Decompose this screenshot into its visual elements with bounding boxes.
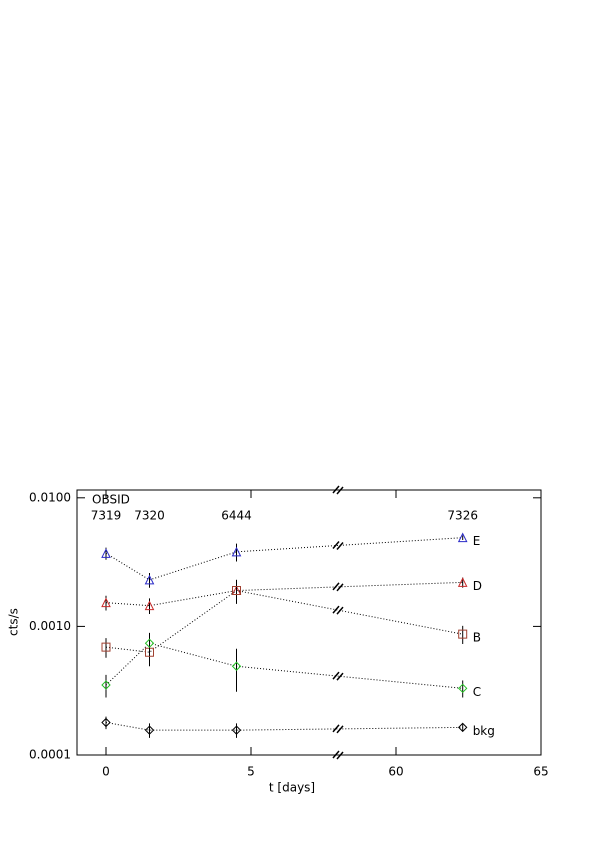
obsid-label: 7319 [91,509,122,523]
data-point [232,586,241,596]
x-tick-label: 65 [533,765,548,779]
x-axis-label: t [days] [269,781,315,795]
data-point [231,546,242,557]
data-point [101,642,111,652]
data-point [457,577,468,587]
line-break [332,605,344,615]
obsid-label: 6444 [221,509,252,523]
series-line [105,590,463,653]
y-tick-label: 0.0001 [29,748,71,762]
x-tick-label: 0 [102,765,110,779]
axis-break [332,485,344,495]
data-point [457,683,468,694]
line-break [332,724,344,734]
obsid-title: OBSID [92,493,130,507]
data-point [144,638,155,648]
series-label: B [473,631,481,645]
x-tick-label: 60 [388,765,403,779]
series-label: bkg [473,724,495,738]
data-point [101,717,111,728]
obsid-label: 7320 [134,509,165,523]
series-line [105,642,463,689]
series-label: C [473,685,481,699]
data-point [457,722,468,733]
data-point [144,574,155,585]
data-point [101,680,111,690]
series-line [105,537,463,581]
data-point [231,725,242,735]
data-point [144,725,155,735]
data-point [457,532,468,543]
line-break [332,671,344,681]
plot-frame [76,489,542,756]
y-axis-label: cts/s [7,608,21,636]
y-tick-label: 0.0010 [29,619,71,633]
line-break [332,540,344,550]
y-tick-label: 0.0100 [29,490,71,504]
axis-break [332,750,344,760]
line-break [332,582,344,592]
data-point [101,597,111,608]
series-label: D [473,579,482,593]
x-tick-label: 5 [247,765,255,779]
series-line [105,581,463,607]
obsid-label: 7326 [447,509,478,523]
data-point [144,600,155,611]
data-point [101,548,111,558]
data-point [145,647,154,657]
series-line [105,721,463,731]
series-label: E [473,534,481,548]
data-point [231,661,242,671]
data-point [458,629,468,639]
